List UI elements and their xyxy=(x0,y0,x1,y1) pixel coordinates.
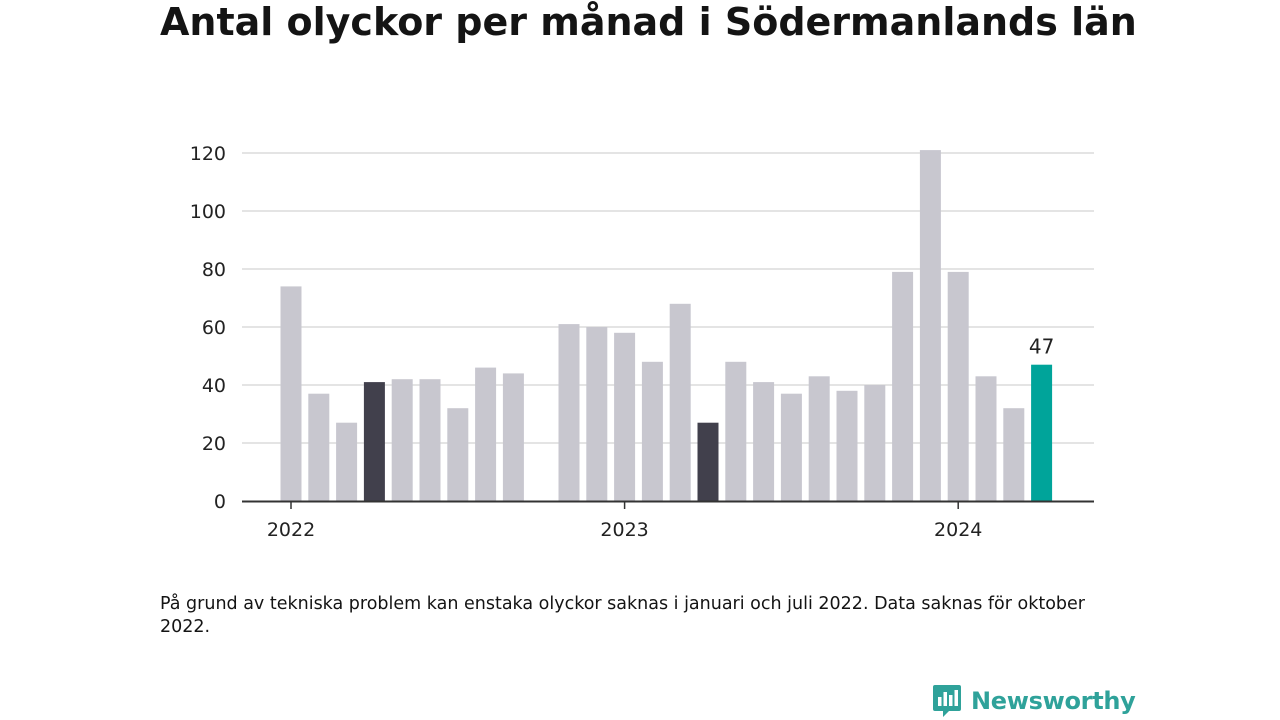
x-tick-label: 2022 xyxy=(267,519,315,541)
bar-2022-02 xyxy=(308,393,330,501)
x-tick-label: 2023 xyxy=(600,519,648,541)
bar-2023-02 xyxy=(641,361,663,501)
bar-2022-09 xyxy=(502,373,524,501)
y-axis-labels: 0 20 40 60 80 100 120 xyxy=(190,143,226,513)
bar-2023-07 xyxy=(780,393,802,501)
y-tick-label: 0 xyxy=(214,491,226,513)
newsworthy-logo[interactable]: Newsworthy xyxy=(932,682,1136,720)
bar-2023-10 xyxy=(864,385,886,501)
bar-2022-12 xyxy=(586,327,608,501)
y-tick-label: 100 xyxy=(190,201,226,223)
bar-2023-08 xyxy=(808,376,830,501)
x-tick-label: 2024 xyxy=(934,519,982,541)
y-tick-label: 80 xyxy=(202,259,226,281)
newsworthy-logo-icon xyxy=(933,685,961,717)
bar-2023-12 xyxy=(919,150,941,501)
bar-2022-03 xyxy=(336,422,358,501)
bar-2024-04 xyxy=(1031,364,1053,501)
bar-2022-11 xyxy=(558,324,580,501)
bar-2023-01 xyxy=(614,332,636,501)
bar-2023-06 xyxy=(753,382,775,501)
bar-2022-08 xyxy=(475,367,497,501)
bar-2024-03 xyxy=(1003,408,1025,501)
y-tick-label: 20 xyxy=(202,433,226,455)
bar-2022-07 xyxy=(447,408,469,501)
value-labels: 47 xyxy=(1029,335,1054,359)
footnote: På grund av tekniska problem kan enstaka… xyxy=(160,594,1085,637)
bar-2023-09 xyxy=(836,390,858,501)
bar-2024-01 xyxy=(947,271,969,501)
y-tick-label: 120 xyxy=(190,143,226,165)
bar-2024-02 xyxy=(975,376,997,501)
bar-2023-05 xyxy=(725,361,747,501)
bars xyxy=(280,150,1053,501)
y-tick-label: 40 xyxy=(202,375,226,397)
bar-2022-01 xyxy=(280,286,302,501)
x-axis-labels: 2022 2023 2024 xyxy=(267,519,983,541)
x-axis xyxy=(242,500,1094,509)
bar-2023-03 xyxy=(669,303,691,501)
chart-title: Antal olyckor per månad i Södermanlands … xyxy=(160,0,1137,44)
brand-name: Newsworthy xyxy=(971,687,1136,715)
y-tick-label: 60 xyxy=(202,317,226,339)
bar-2022-05 xyxy=(391,379,413,501)
bar-2023-11 xyxy=(892,271,914,501)
bar-2022-06 xyxy=(419,379,441,501)
bar-2023-04 xyxy=(697,422,719,501)
bar-2022-04 xyxy=(363,382,385,501)
value-label: 47 xyxy=(1029,335,1054,359)
